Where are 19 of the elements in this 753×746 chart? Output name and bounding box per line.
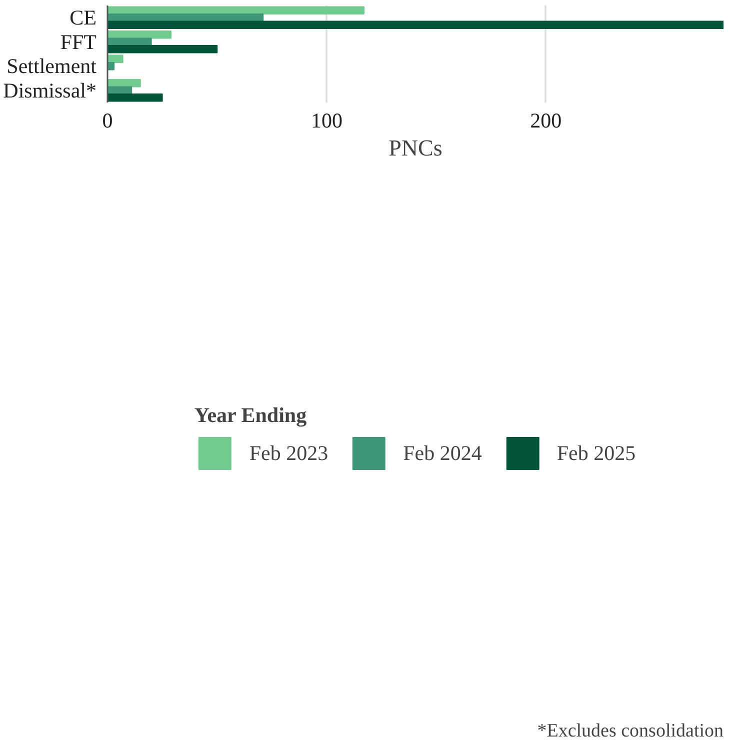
text: *Excludes consolidation — [537, 720, 724, 742]
y-tick-label: FFT — [60, 30, 97, 54]
bar — [108, 54, 124, 63]
legend-title: Year Ending — [194, 403, 308, 428]
legend-label: Feb 2025 — [556, 440, 636, 466]
y-tick-label: Settlement — [6, 54, 97, 78]
bar — [108, 6, 364, 14]
y-tick-label: CE — [70, 6, 97, 30]
x-tick-label: 200 — [530, 108, 562, 132]
bar — [108, 20, 724, 30]
x-tick-label: 100 — [310, 108, 342, 132]
bar — [108, 13, 264, 22]
bar — [108, 94, 163, 102]
x-tick-label: 0 — [102, 108, 113, 132]
y-tick-label: Dismissal* — [3, 78, 96, 102]
bar — [108, 45, 218, 54]
x-axis-title: PNCs — [388, 136, 442, 160]
legend-label: Feb 2024 — [403, 440, 482, 466]
legend-label: Feb 2023 — [249, 440, 328, 466]
